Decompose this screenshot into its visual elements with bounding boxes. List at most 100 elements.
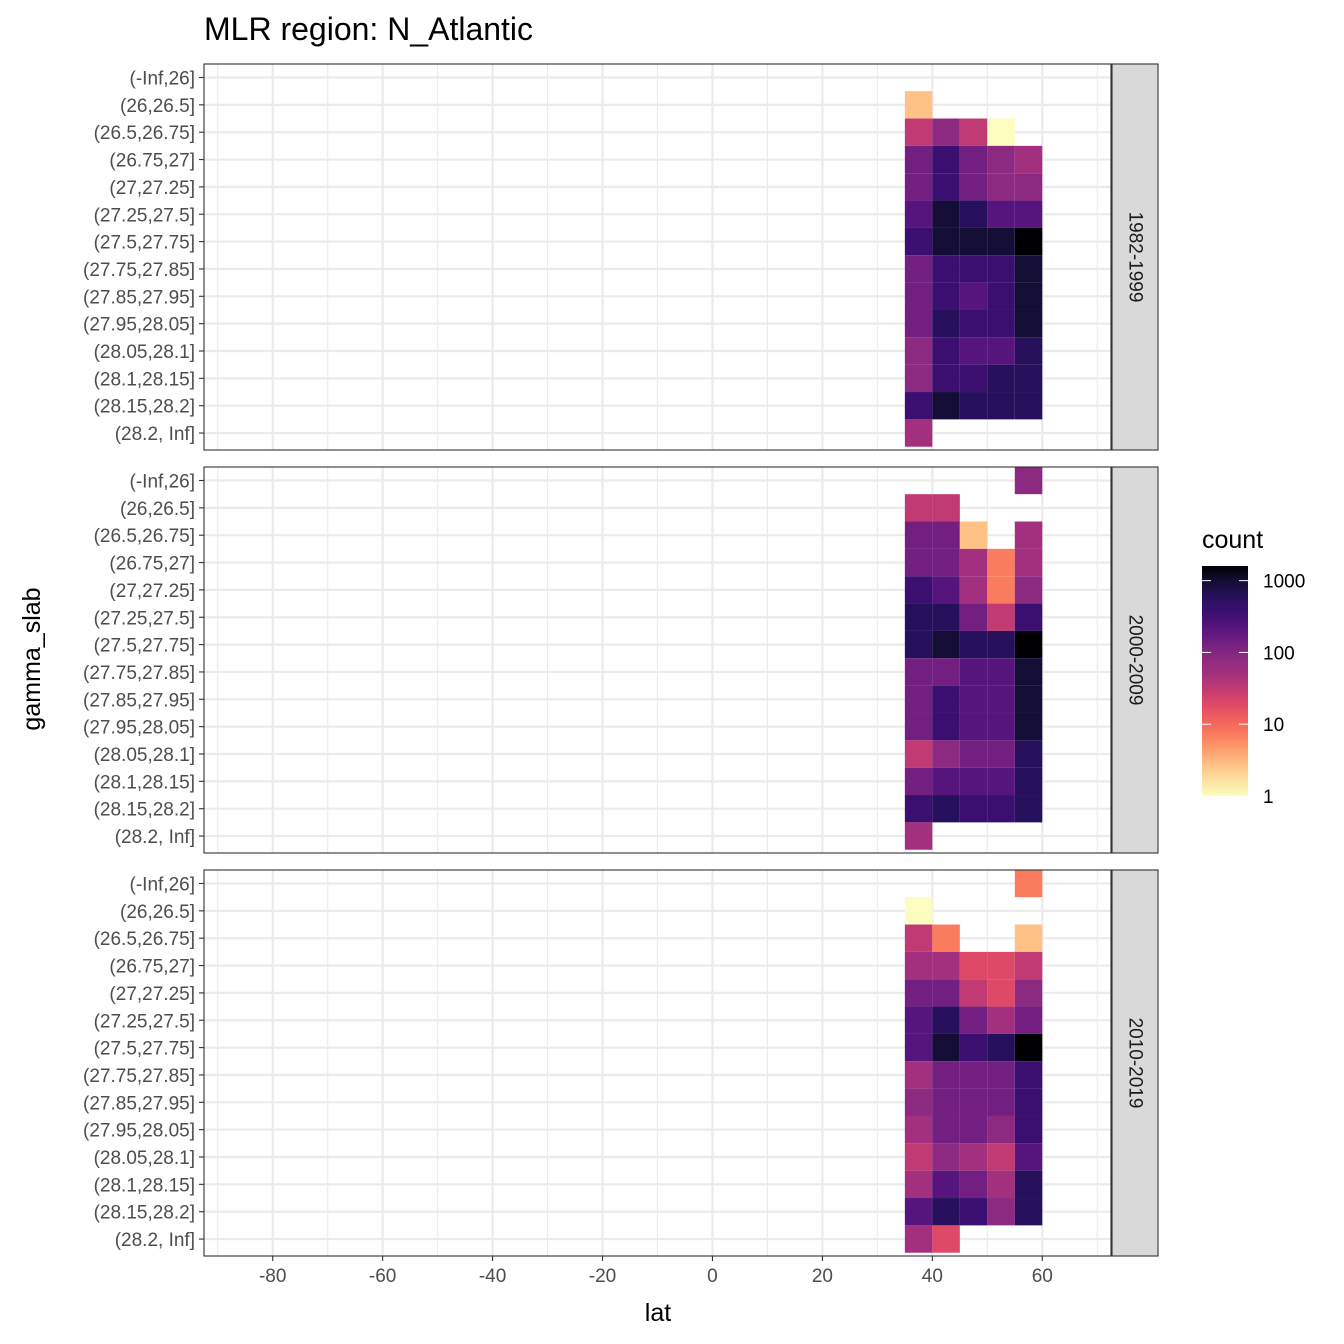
y-tick-label: (28.15,28.2] (94, 800, 195, 821)
chart-title: MLR region: N_Atlantic (204, 11, 533, 47)
heatmap-tile (1014, 685, 1043, 713)
heatmap-tile (932, 145, 960, 174)
y-tick-label: (28.1,28.15] (94, 369, 195, 390)
heatmap-tile (959, 309, 988, 338)
heatmap-tile (932, 1033, 960, 1062)
y-tick-label: (26.5,26.75] (94, 526, 195, 547)
heatmap-tile (987, 1143, 1015, 1171)
heatmap-tile (904, 740, 933, 768)
y-tick-label: (27.25,27.5] (94, 205, 195, 226)
heatmap-tile (932, 548, 960, 577)
y-tick-label: (27.25,27.5] (94, 1011, 195, 1032)
x-axis: -80 -60 -40 -20 0 20 40 60 (259, 1256, 1053, 1287)
heatmap-tile (1014, 337, 1043, 365)
facet-panel: (-Inf,26] (26,26.5] (26.5,26.75] (26.75,27]… (83, 63, 1159, 451)
y-tick-label: (27.85,27.95] (83, 690, 195, 711)
heatmap-tile (1014, 979, 1043, 1007)
legend-break-label: 100 (1263, 643, 1295, 664)
heatmap-tile (959, 173, 988, 201)
heatmap-tile (1014, 145, 1043, 174)
heatmap-tile (904, 364, 933, 393)
heatmap-tile (1014, 309, 1043, 338)
heatmap-tile (959, 145, 988, 174)
heatmap-tile (904, 145, 933, 174)
heatmap-tile (987, 767, 1015, 796)
heatmap-tile (987, 685, 1015, 713)
y-tick-label: (28.15,28.2] (94, 1203, 195, 1224)
heatmap-tile (987, 951, 1015, 980)
heatmap-tile (932, 685, 960, 713)
x-tick-label: 60 (1032, 1266, 1053, 1287)
legend-break-label: 1 (1263, 787, 1274, 808)
heatmap-tile (987, 603, 1015, 631)
y-tick-label: (28.05,28.1] (94, 745, 195, 766)
panel-border (203, 63, 1112, 451)
heatmap-tile (932, 309, 960, 338)
heatmap-tile (1014, 603, 1043, 631)
heatmap-tile (959, 200, 988, 228)
heatmap-tile (1014, 364, 1043, 393)
heatmap-tile (959, 364, 988, 393)
heatmap-tile (904, 309, 933, 338)
heatmap-tile (959, 1143, 988, 1171)
heatmap-tile (987, 712, 1015, 741)
y-tick-label: (27.95,28.05] (83, 315, 195, 336)
heatmap-tile (987, 548, 1015, 577)
y-tick-label: (26,26.5] (120, 499, 195, 520)
heatmap-tile (987, 173, 1015, 201)
y-tick-label: (27.95,28.05] (83, 1121, 195, 1142)
heatmap-tile (959, 337, 988, 365)
heatmap-tile (932, 603, 960, 631)
heatmap-tile (959, 282, 988, 310)
heatmap-tile (932, 1170, 960, 1199)
y-tick-label: (26.5,26.75] (94, 123, 195, 144)
heatmap-tile (959, 392, 988, 420)
heatmap-tile (1014, 869, 1043, 898)
heatmap-tile (959, 630, 988, 659)
heatmap-tile (987, 1088, 1015, 1116)
y-tick-label: (-Inf,26] (130, 875, 195, 896)
tiles (904, 91, 1043, 447)
heatmap-tile (932, 1006, 960, 1034)
y-tick-label: (28.05,28.1] (94, 342, 195, 363)
heatmap-tile (904, 1170, 933, 1199)
facet-strip (1111, 466, 1159, 854)
heatmap-tile (932, 392, 960, 420)
y-tick-label: (27.75,27.85] (83, 260, 195, 281)
x-axis-label: lat (645, 1299, 671, 1327)
heatmap-tile (959, 740, 988, 768)
heatmap-tile (1014, 1061, 1043, 1089)
heatmap-tile (987, 576, 1015, 604)
legend-title: count (1202, 526, 1263, 554)
heatmap-tile (987, 282, 1015, 310)
heatmap-tile (1014, 795, 1043, 823)
y-tick-label: (27.75,27.85] (83, 1066, 195, 1087)
facet-label: 2010-2019 (1125, 1018, 1146, 1109)
heatmap-tile (932, 200, 960, 228)
heatmap-tile (987, 1115, 1015, 1144)
heatmap-tile (987, 795, 1015, 823)
heatmap-tile (987, 255, 1015, 283)
heatmap-tile (904, 630, 933, 659)
heatmap-tile (987, 200, 1015, 228)
y-tick-label: (27,27.25] (109, 984, 195, 1005)
heatmap-tile (904, 1198, 933, 1226)
heatmap-tile (904, 1033, 933, 1062)
heatmap-tile (904, 494, 933, 522)
y-tick-label: (28.2, Inf] (115, 1230, 195, 1251)
heatmap-tile (987, 1061, 1015, 1089)
heatmap-tile (904, 1143, 933, 1171)
heatmap-tile (959, 255, 988, 283)
heatmap-tile (904, 658, 933, 686)
facet-panels: (-Inf,26] (26,26.5] (26.5,26.75] (26.75,27]… (83, 63, 1159, 1257)
heatmap-tile (1014, 282, 1043, 310)
y-tick-label: (27.5,27.75] (94, 636, 195, 657)
heatmap-tile (959, 1198, 988, 1226)
y-tick-label: (27.75,27.85] (83, 663, 195, 684)
tiles (904, 466, 1043, 850)
heatmap-tile (904, 897, 933, 925)
y-tick-label: (26.75,27] (109, 151, 195, 172)
heatmap-tile (904, 576, 933, 604)
heatmap-tile (959, 1115, 988, 1144)
